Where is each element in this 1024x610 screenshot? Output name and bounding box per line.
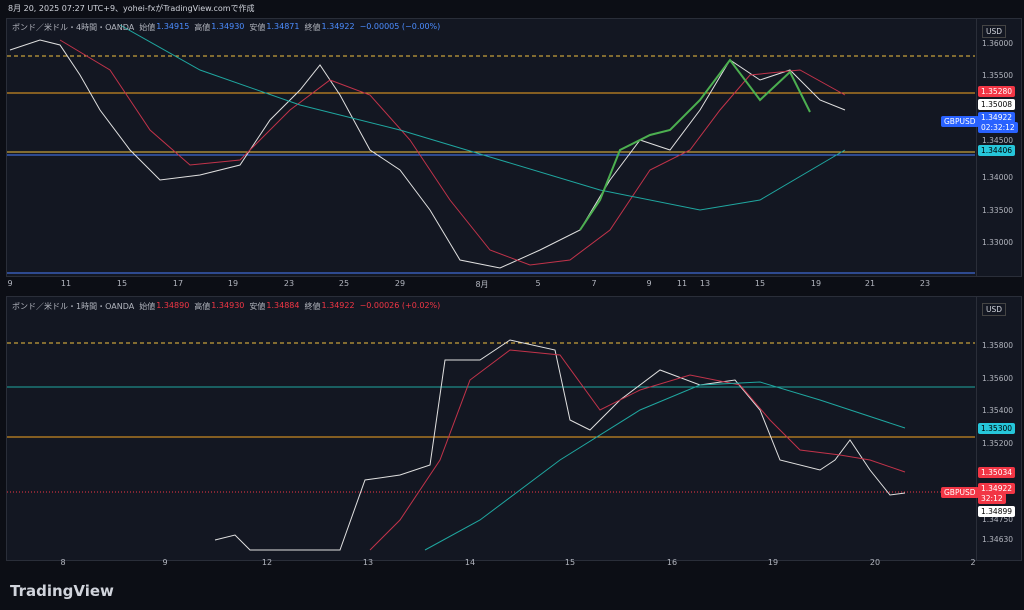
date-label: 7 [591,279,597,288]
price-badge: 1.35280 [978,86,1016,97]
legend-text: 始値 [139,302,156,311]
date-label: 19 [767,558,779,567]
date-label: 11 [60,279,72,288]
date-label: 20 [869,558,881,567]
legend-text: ポンド／米ドル・1時間・OANDA [12,302,135,311]
price-line [9,39,846,269]
price-label: 1.33500 [982,206,1014,215]
symbol-badge: GBPUSD [941,487,979,498]
legend-text: 終値 [304,23,321,32]
ma-line [59,39,846,266]
date-label: 5 [535,279,541,288]
legend-text: 1.34930 [211,22,245,31]
legend-text: ポンド／米ドル・4時間・OANDA [12,23,135,32]
legend-text: 始値 [139,23,156,32]
date-label: 8 [60,558,66,567]
date-label: 13 [362,558,374,567]
date-label: 9 [646,279,652,288]
header-text: 8月 20, 2025 07:27 UTC+9、yohei-fxがTrading… [8,4,255,13]
date-label: 15 [116,279,128,288]
legend-text: 高値 [194,23,211,32]
price-label: 1.35600 [982,374,1014,383]
date-label: 11 [676,279,688,288]
date-label: 15 [564,558,576,567]
legend-text: 安値 [249,302,266,311]
price-label: 1.35400 [982,406,1014,415]
legend-text: 1.34871 [266,22,300,31]
date-label: 19 [810,279,822,288]
price-label: 1.35500 [982,71,1014,80]
price-label: 1.35800 [982,341,1014,350]
symbol-badge: GBPUSD [941,116,979,127]
date-label: 9 [7,279,13,288]
currency-label: USD [982,25,1007,38]
legend-text: 1.34915 [156,22,190,31]
legend-text: 1.34922 [321,301,355,310]
price-label: 1.36000 [982,39,1014,48]
ma-line [119,24,846,211]
logo: TradingView [10,582,114,600]
date-label: 14 [464,558,476,567]
date-label: 17 [172,279,184,288]
date-label: 9 [162,558,168,567]
countdown: 02:32:12 [978,122,1018,133]
price-badge: 1.35008 [978,99,1016,110]
legend-text: −0.00026 (+0.02%) [359,301,441,310]
date-label: 12 [261,558,273,567]
legend-text: 1.34890 [156,301,190,310]
price-label: 1.34000 [982,173,1014,182]
countdown: 32:12 [978,493,1006,504]
legend-text: 1.34922 [321,22,355,31]
price-line [214,339,906,551]
signal-line [579,58,811,231]
date-label: 2 [970,558,976,567]
price-label: 1.34630 [982,535,1014,544]
legend-text: 高値 [194,302,211,311]
date-label: 19 [227,279,239,288]
price-badge: 1.34406 [978,145,1016,156]
chart-panel-1 [6,18,977,277]
price-badge: 1.34899 [978,506,1016,517]
last-price: 1.34922 [978,112,1016,123]
date-label: 15 [754,279,766,288]
currency-label: USD [982,303,1007,316]
date-label: 29 [394,279,406,288]
legend-text: 安値 [249,23,266,32]
price-label: 1.34500 [982,136,1014,145]
price-label: 1.35200 [982,439,1014,448]
price-badge: 1.35300 [978,423,1016,434]
date-label: 21 [864,279,876,288]
legend-text: −0.00005 (−0.00%) [359,22,441,31]
price-badge: 1.35034 [978,467,1016,478]
price-label: 1.34750 [982,515,1014,524]
date-label: 13 [699,279,711,288]
ma-line [424,381,906,551]
legend-text: 1.34930 [211,301,245,310]
legend-text: 1.34884 [266,301,300,310]
legend-text: 終値 [304,302,321,311]
ma-line [369,349,906,551]
date-label: 23 [919,279,931,288]
date-label: 16 [666,558,678,567]
date-label: 8月 [475,280,489,289]
date-label: 25 [338,279,350,288]
date-label: 23 [283,279,295,288]
last-price: 1.34922 [978,483,1016,494]
price-label: 1.33000 [982,238,1014,247]
